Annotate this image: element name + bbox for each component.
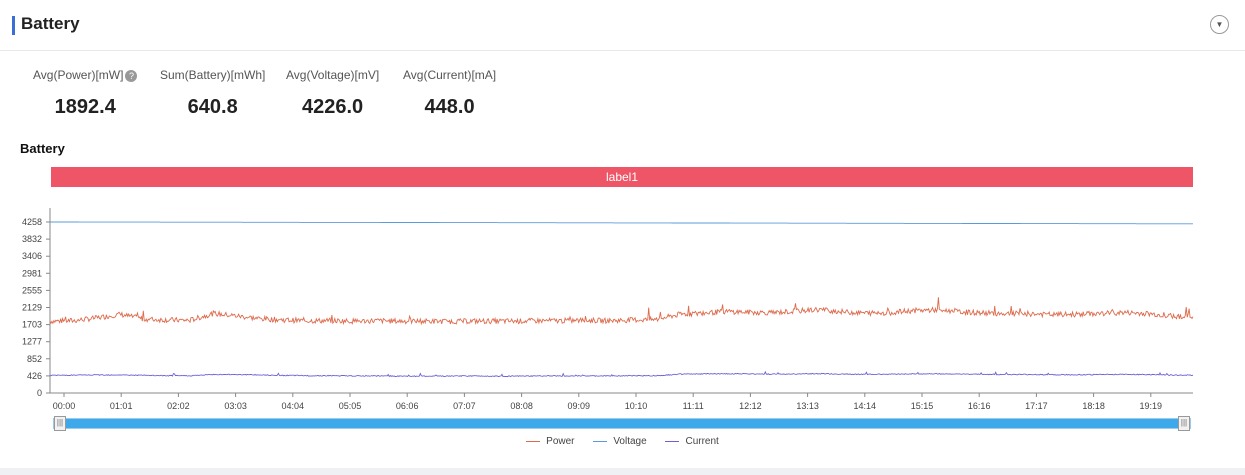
stat-value: 1892.4 [54,96,116,118]
panel-title: Battery [21,14,80,33]
x-tick-label: 18:18 [1082,401,1105,411]
x-tick-label: 16:16 [968,401,991,411]
header-accent-bar [12,16,15,35]
stat-avg-current: Avg(Current)[mA] 448.0 [403,68,496,119]
x-tick-label: 09:09 [568,401,591,411]
x-tick-label: 05:05 [339,401,362,411]
x-tick-label: 07:07 [453,401,476,411]
y-tick-label: 4258 [22,217,42,227]
collapse-button[interactable]: ▼ [1210,15,1229,34]
stat-avg-power: Avg(Power)[mW]? 1892.4 [33,68,138,119]
x-tick-label: 13:13 [796,401,819,411]
x-tick-label: 14:14 [854,401,877,411]
series-line-voltage [50,221,1193,225]
chart-axes: 0 426 852 1277 1703 2129 2555 2981 3406 3832 4258 0… [22,208,1193,411]
x-tick-label: 03:03 [224,401,247,411]
chart-series [49,221,1194,378]
legend-swatch [526,440,541,442]
y-tick-label: 3832 [22,234,42,244]
x-tick-label: 04:04 [282,401,305,411]
x-tick-label: 15:15 [911,401,934,411]
y-tick-label: 2129 [22,303,42,313]
legend-item-voltage[interactable]: Voltage [593,436,647,447]
x-tick-label: 10:10 [625,401,648,411]
legend-swatch [665,440,680,442]
x-tick-label: 08:08 [510,401,533,411]
y-tick-label: 2555 [22,285,42,295]
stat-avg-voltage: Avg(Voltage)[mV] 4226.0 [286,68,379,119]
x-tick-label: 17:17 [1025,401,1048,411]
x-tick-label: 02:02 [167,401,190,411]
stat-value: 448.0 [424,96,475,118]
y-tick-label: 1277 [22,337,42,347]
zoom-slider-track[interactable] [53,418,1191,429]
panel-header: Battery ▼ [0,0,1245,51]
y-tick-label: 1703 [22,320,42,330]
stat-label: Avg(Voltage)[mV] [286,68,380,82]
x-tick-label: 00:00 [53,401,76,411]
y-tick-label: 2981 [22,268,42,278]
legend-item-current[interactable]: Current [665,436,719,447]
series-line-current [49,370,1194,378]
chevron-down-icon: ▼ [1215,20,1224,29]
y-tick-label: 0 [37,388,42,398]
y-tick-label: 426 [27,371,42,381]
chart-legend: Power Voltage Current [0,436,1245,447]
help-icon[interactable]: ? [125,69,138,82]
stat-value: 4226.0 [302,96,364,118]
label-bar[interactable]: label1 [51,167,1193,187]
y-tick-label: 3406 [22,251,42,261]
stat-label: Avg(Power)[mW]? [33,68,138,82]
zoom-slider-handle-right[interactable]: ||| [1178,416,1190,431]
x-tick-label: 12:12 [739,401,762,411]
y-tick-label: 852 [27,354,42,364]
stat-label: Avg(Current)[mA] [403,68,497,82]
stat-label: Sum(Battery)[mWh] [160,68,266,82]
x-tick-label: 11:11 [683,401,704,411]
legend-item-power[interactable]: Power [526,436,575,447]
series-line-power [49,297,1194,326]
x-tick-label: 01:01 [110,401,133,411]
zoom-slider-handle-left[interactable]: ||| [54,416,66,431]
bottom-strip [0,468,1245,475]
legend-swatch [593,440,608,442]
section-title: Battery [20,141,65,156]
stat-value: 640.8 [187,96,238,118]
x-tick-label: 06:06 [396,401,419,411]
stat-sum-battery: Sum(Battery)[mWh] 640.8 [160,68,265,119]
x-tick-label: 19:19 [1140,401,1163,411]
